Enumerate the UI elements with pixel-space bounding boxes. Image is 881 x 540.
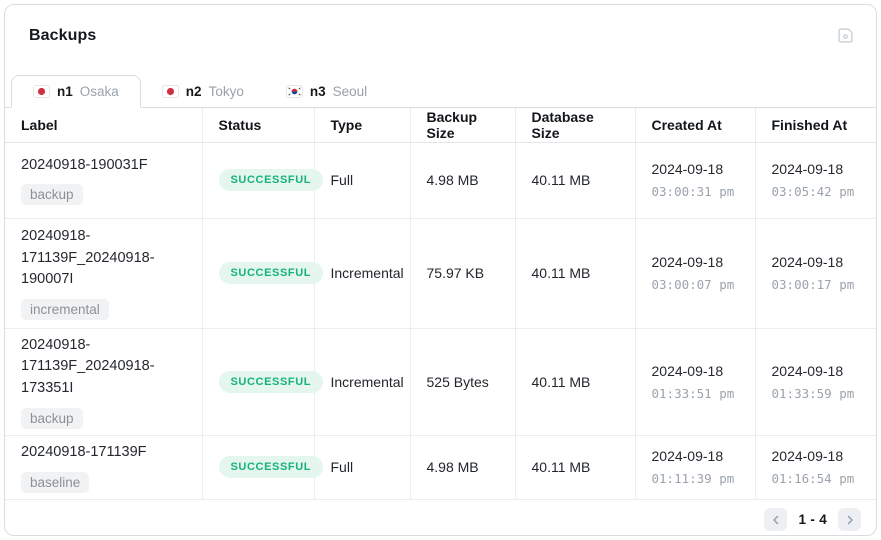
column-header-status: Status (202, 108, 315, 143)
finished-date: 2024-09-18 (771, 161, 844, 177)
finished-time: 01:33:59 pm (771, 385, 855, 401)
created-time: 01:11:39 pm (651, 471, 735, 487)
status-badge: SUCCESSFUL (218, 169, 324, 191)
cell-type: Incremental (314, 328, 411, 436)
cell-type: Incremental (314, 218, 411, 329)
cell-label: 20240918-171139F baseline (5, 435, 203, 500)
tab-n2-tokyo[interactable]: n2 Tokyo (141, 75, 265, 107)
created-date: 2024-09-18 (651, 362, 724, 379)
tab-n1-osaka[interactable]: n1 Osaka (11, 75, 141, 108)
cell-database-size: 40.11 MB (515, 142, 636, 219)
cell-database-size: 40.11 MB (515, 218, 636, 329)
cell-type: Full (314, 435, 411, 500)
backup-tag: incremental (21, 299, 109, 321)
prev-page-button[interactable] (764, 508, 788, 531)
tab-node-id: n1 (57, 84, 73, 99)
finished-date: 2024-09-18 (771, 254, 844, 270)
column-header-type: Type (314, 108, 411, 143)
created-date: 2024-09-18 (651, 161, 724, 177)
backup-tag: baseline (21, 471, 90, 493)
cell-created-at: 2024-09-18 03:00:31 pm (635, 142, 756, 219)
table-row: 20240918-190031F backup SUCCESSFUL Full … (5, 142, 876, 219)
cell-status: SUCCESSFUL (202, 142, 324, 219)
save-button[interactable] (837, 27, 854, 44)
tab-node-id: n2 (185, 83, 202, 99)
backups-table: Label Status Type Backup Size Database S… (5, 108, 876, 500)
cell-backup-size: 4.98 MB (410, 142, 516, 219)
cell-label: 20240918-190031F backup (5, 142, 203, 219)
japan-flag-icon (161, 84, 179, 98)
table-row: 20240918-171139F_20240918-173351I backup… (5, 328, 876, 436)
table-row: 20240918-171139F_20240918-190007I increm… (5, 218, 876, 329)
tab-n3-seoul[interactable]: n3 Seoul (265, 75, 388, 107)
cell-status: SUCCESSFUL (202, 218, 324, 329)
finished-time: 03:00:17 pm (771, 277, 855, 292)
column-header-database-size: Database Size (515, 108, 636, 143)
backup-tag: backup (21, 407, 83, 429)
column-header-finished-at: Finished At (755, 108, 876, 143)
finished-date: 2024-09-18 (771, 362, 844, 379)
column-header-label: Label (5, 108, 203, 143)
backup-tag: backup (21, 184, 83, 206)
tab-node-name: Tokyo (208, 83, 244, 99)
backups-card: Backups n1 Osaka (4, 4, 877, 536)
column-header-created-at: Created At (635, 108, 756, 143)
cell-label: 20240918-171139F_20240918-173351I backup (5, 328, 203, 436)
chevron-right-icon (844, 514, 856, 526)
pagination: 1 - 4 (5, 500, 876, 540)
finished-time: 03:05:42 pm (771, 184, 855, 199)
table-row: 20240918-171139F baseline SUCCESSFUL Ful… (5, 435, 876, 500)
column-header-backup-size: Backup Size (410, 108, 516, 143)
status-badge: SUCCESSFUL (218, 456, 324, 479)
backups-table-wrap: Label Status Type Backup Size Database S… (5, 107, 876, 500)
backup-label: 20240918-171139F (21, 443, 147, 460)
cell-backup-size: 4.98 MB (410, 435, 516, 500)
created-time: 03:00:07 pm (651, 277, 735, 292)
tab-node-name: Osaka (79, 84, 119, 99)
card-header: Backups (5, 5, 876, 75)
cell-label: 20240918-171139F_20240918-190007I increm… (5, 218, 203, 329)
cell-type: Full (314, 142, 411, 219)
created-time: 01:33:51 pm (651, 385, 735, 401)
cell-status: SUCCESSFUL (202, 435, 324, 500)
cell-finished-at: 2024-09-18 01:33:59 pm (755, 328, 876, 436)
cell-status: SUCCESSFUL (202, 328, 324, 436)
created-date: 2024-09-18 (651, 254, 724, 270)
next-page-button[interactable] (838, 508, 861, 531)
cell-finished-at: 2024-09-18 01:16:54 pm (755, 435, 876, 500)
cell-created-at: 2024-09-18 01:11:39 pm (635, 435, 756, 500)
cell-backup-size: 75.97 KB (410, 218, 516, 329)
backup-label: 20240918-171139F_20240918-190007I (21, 227, 155, 288)
tab-node-id: n3 (309, 83, 326, 99)
tab-node-name: Seoul (332, 83, 368, 99)
cell-finished-at: 2024-09-18 03:00:17 pm (755, 218, 876, 329)
backup-label: 20240918-190031F (21, 156, 148, 173)
created-date: 2024-09-18 (651, 448, 724, 465)
status-badge: SUCCESSFUL (218, 370, 324, 393)
cell-database-size: 40.11 MB (515, 328, 636, 436)
created-time: 03:00:31 pm (651, 184, 735, 199)
page-title: Backups (29, 27, 97, 44)
cell-database-size: 40.11 MB (515, 435, 636, 500)
south-korea-flag-icon (285, 84, 303, 98)
status-badge: SUCCESSFUL (218, 262, 324, 284)
finished-time: 01:16:54 pm (771, 471, 855, 487)
finished-date: 2024-09-18 (771, 448, 844, 465)
cell-created-at: 2024-09-18 03:00:07 pm (635, 218, 756, 329)
node-tabs: n1 Osaka n2 Tokyo (5, 75, 876, 108)
cell-finished-at: 2024-09-18 03:05:42 pm (755, 142, 876, 219)
page-range: 1 - 4 (798, 512, 827, 527)
cell-created-at: 2024-09-18 01:33:51 pm (635, 328, 756, 436)
chevron-left-icon (770, 514, 782, 526)
table-header-row: Label Status Type Backup Size Database S… (5, 108, 876, 143)
backup-label: 20240918-171139F_20240918-173351I (21, 336, 155, 397)
cell-backup-size: 525 Bytes (410, 328, 516, 436)
save-icon (837, 28, 854, 47)
japan-flag-icon (33, 85, 50, 98)
